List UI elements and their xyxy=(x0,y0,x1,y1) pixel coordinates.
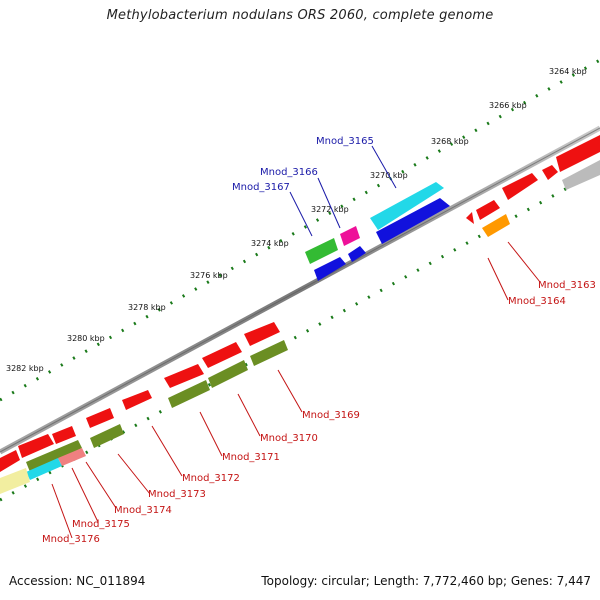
gene-label[interactable]: Mnod_3163 xyxy=(538,280,596,291)
gene-feature[interactable] xyxy=(86,408,114,428)
accession-text: Accession: NC_011894 xyxy=(9,574,146,588)
gene-feature[interactable] xyxy=(562,160,600,190)
gene-feature[interactable] xyxy=(502,173,538,200)
gene-feature[interactable] xyxy=(0,468,30,494)
gene-feature[interactable] xyxy=(26,440,82,472)
upper-strand-genes xyxy=(305,135,600,281)
lower-leader-lines xyxy=(51,241,541,539)
scale-label: 3276 kbp xyxy=(190,271,228,280)
lower-strand-genes xyxy=(0,200,510,494)
gene-label[interactable]: Mnod_3174 xyxy=(114,505,172,516)
map-title: Methylobacterium nodulans ORS 2060, comp… xyxy=(106,8,494,23)
gene-feature[interactable] xyxy=(314,257,346,281)
upper-leader-lines xyxy=(289,145,397,237)
gene-label[interactable]: Mnod_3176 xyxy=(42,534,100,545)
gene-feature[interactable] xyxy=(370,182,444,230)
gene-feature[interactable] xyxy=(52,426,76,444)
gene-label[interactable]: Mnod_3170 xyxy=(260,433,318,444)
scale-label: 3272 kbp xyxy=(311,205,349,214)
gene-feature[interactable] xyxy=(168,380,210,408)
gene-labels-lower: Mnod_3163 Mnod_3164 Mnod_3169 Mnod_3170 … xyxy=(42,280,596,545)
gene-feature[interactable] xyxy=(0,450,20,472)
scale-label: 3280 kbp xyxy=(67,334,105,343)
scale-label: 3266 kbp xyxy=(489,101,527,110)
genome-summary-text: Topology: circular; Length: 7,772,460 bp… xyxy=(261,574,591,588)
gene-feature[interactable] xyxy=(244,322,280,346)
gene-feature[interactable] xyxy=(250,340,288,366)
gene-label[interactable]: Mnod_3166 xyxy=(260,167,318,178)
gene-feature[interactable] xyxy=(26,458,62,480)
gene-feature[interactable] xyxy=(90,424,124,448)
gene-feature[interactable] xyxy=(376,198,450,244)
gene-label[interactable]: Mnod_3165 xyxy=(316,136,374,147)
gene-feature[interactable] xyxy=(58,448,86,466)
gene-feature[interactable] xyxy=(340,226,360,246)
gene-feature[interactable] xyxy=(348,246,366,262)
gene-label[interactable]: Mnod_3164 xyxy=(508,296,566,307)
gene-label[interactable]: Mnod_3175 xyxy=(72,519,130,530)
scale-label: 3282 kbp xyxy=(6,364,44,373)
gene-feature[interactable] xyxy=(122,390,152,410)
gene-labels-upper: Mnod_3165 Mnod_3166 Mnod_3167 xyxy=(232,136,374,193)
gene-label[interactable]: Mnod_3169 xyxy=(302,410,360,421)
gene-feature[interactable] xyxy=(482,214,510,237)
gene-label[interactable]: Mnod_3167 xyxy=(232,182,290,193)
gene-feature[interactable] xyxy=(556,135,600,172)
gene-feature[interactable] xyxy=(202,342,242,368)
scale-label: 3264 kbp xyxy=(549,67,587,76)
gene-feature[interactable] xyxy=(476,200,500,220)
outer-tick-ring xyxy=(0,58,600,402)
gene-feature[interactable] xyxy=(18,434,54,458)
gene-feature[interactable] xyxy=(466,212,474,224)
gene-label[interactable]: Mnod_3172 xyxy=(182,473,240,484)
scale-label: 3278 kbp xyxy=(128,303,166,312)
gene-label[interactable]: Mnod_3173 xyxy=(148,489,206,500)
gene-feature[interactable] xyxy=(305,238,338,264)
gene-feature[interactable] xyxy=(542,165,558,180)
gene-label[interactable]: Mnod_3171 xyxy=(222,452,280,463)
scale-label: 3268 kbp xyxy=(431,137,469,146)
gene-feature[interactable] xyxy=(164,364,204,388)
scale-label: 3274 kbp xyxy=(251,239,289,248)
gene-feature[interactable] xyxy=(208,360,248,388)
